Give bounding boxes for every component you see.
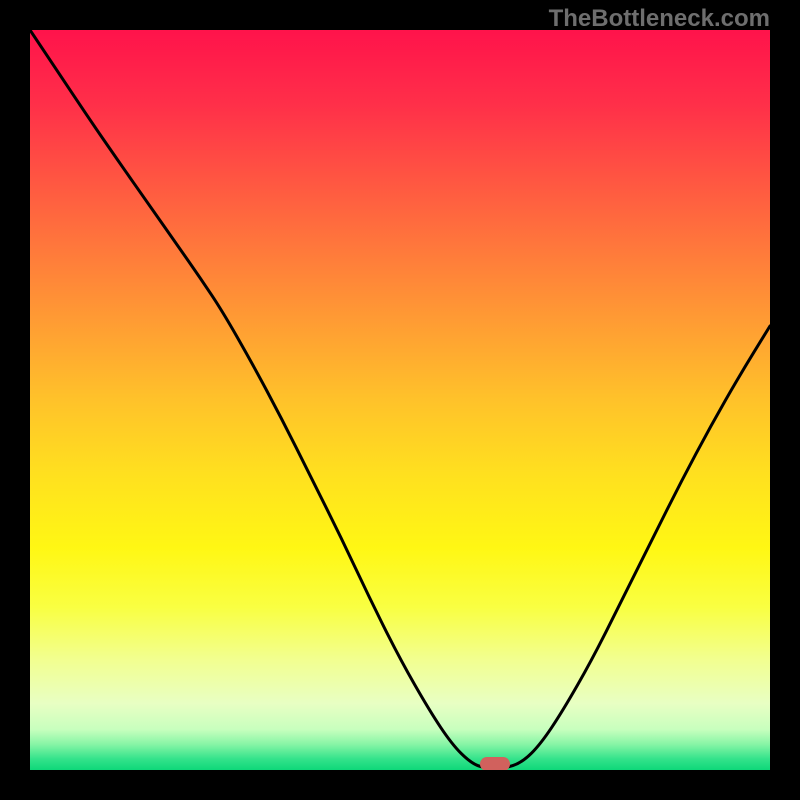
bottleneck-curve xyxy=(30,30,770,770)
watermark-text: TheBottleneck.com xyxy=(549,5,770,33)
chart-container: TheBottleneck.com xyxy=(0,0,800,800)
plot-area xyxy=(30,30,770,770)
optimal-marker xyxy=(480,757,510,770)
